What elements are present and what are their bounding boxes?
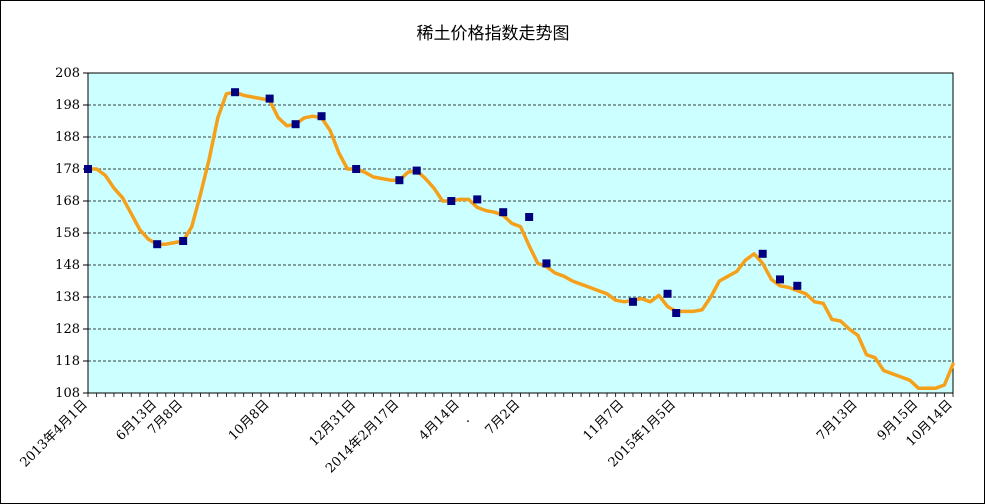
x-tick-label: 7月2日 xyxy=(483,397,524,438)
data-point-marker xyxy=(793,281,802,290)
x-tick-label: 2014年2月17日 xyxy=(323,397,402,476)
data-point-marker xyxy=(352,165,361,173)
y-tick-label: 128 xyxy=(55,322,80,337)
chart-title: 稀土价格指数走势图 xyxy=(417,24,570,44)
data-point-marker xyxy=(628,297,637,306)
data-point-marker xyxy=(758,249,767,258)
y-tick-label: 148 xyxy=(55,258,80,273)
data-point-marker xyxy=(153,240,162,249)
x-tick-label: 2013年4月1日 xyxy=(18,397,91,470)
data-point-marker xyxy=(291,120,300,129)
x-tick-label: 11月7日 xyxy=(581,397,628,444)
data-point-marker xyxy=(265,94,274,103)
data-point-marker xyxy=(447,197,456,205)
y-axis: 108 118 128 138 148 158 168 178 188 198 208 xyxy=(55,66,88,401)
data-point-marker xyxy=(395,176,404,185)
x-tick-label: 10月8日 xyxy=(226,397,273,444)
y-tick-label: 178 xyxy=(55,162,80,177)
y-tick-label: 188 xyxy=(55,130,80,145)
stray-dot: . xyxy=(466,411,470,426)
y-tick-label: 208 xyxy=(55,66,80,81)
series-layer xyxy=(84,88,955,390)
y-tick-label: 118 xyxy=(55,354,80,369)
data-point-marker xyxy=(672,309,681,317)
x-tick-label: 4月14日 xyxy=(416,397,463,444)
data-point-marker xyxy=(499,208,508,217)
data-point-marker xyxy=(663,289,672,298)
data-point-marker xyxy=(412,166,421,175)
data-point-marker xyxy=(84,165,92,173)
data-point-marker xyxy=(776,275,784,284)
y-tick-label: 168 xyxy=(55,194,80,209)
data-point-marker xyxy=(473,195,482,204)
data-point-marker xyxy=(317,112,326,121)
y-tick-label: 198 xyxy=(55,98,80,113)
data-point-marker xyxy=(179,237,188,245)
x-tick-label: 7月13日 xyxy=(814,397,861,444)
y-tick-label: 138 xyxy=(55,290,80,305)
data-point-marker xyxy=(542,259,551,268)
y-tick-label: 158 xyxy=(55,226,80,241)
data-point-marker xyxy=(231,88,240,97)
data-point-marker xyxy=(525,213,534,221)
grid xyxy=(88,104,953,362)
y-tick-label: 108 xyxy=(55,386,80,401)
